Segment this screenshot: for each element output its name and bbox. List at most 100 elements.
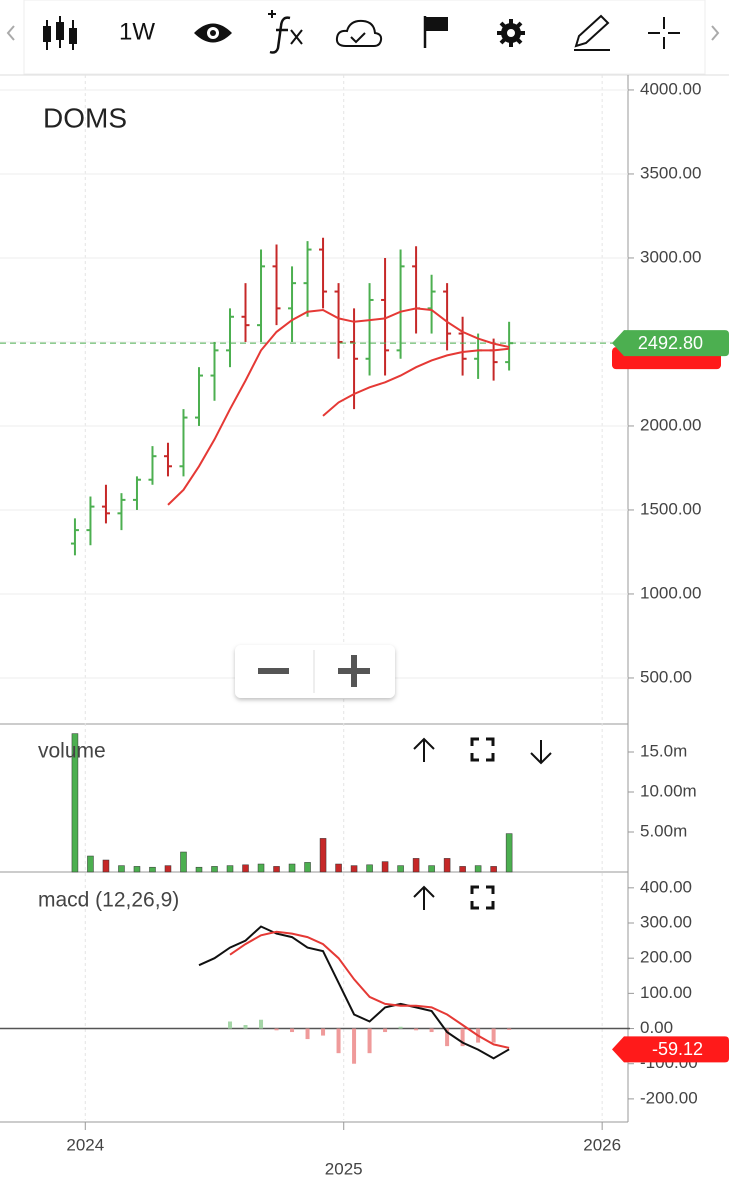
volume-bar [87,855,94,873]
histogram-bar [414,1028,419,1031]
y-tick-label: 3500.00 [640,163,701,182]
volume-bar [428,865,435,873]
maximize[interactable] [470,885,495,910]
scroll-left[interactable] [6,25,15,41]
pane-controls [413,737,552,910]
toolbar: 1W [6,0,720,75]
settings-button[interactable] [497,19,525,47]
y-tick-label: 10.00m [640,781,697,800]
volume-bar [474,865,482,873]
histogram-bar [243,1025,248,1029]
y-tick-label: -200.00 [640,1088,698,1107]
volume-bar [133,866,141,873]
y-tick-label: 200.00 [640,948,692,967]
volume-bar [381,861,389,873]
volume-bar [350,865,358,873]
y-tick-label: 3000.00 [640,247,701,266]
y-tick-label: 1000.00 [640,583,701,602]
last-price-label: 2492.80 [638,333,703,353]
volume-bar [412,858,420,873]
y-tick-label: 5.00m [640,821,687,840]
draw-button[interactable] [574,14,610,51]
volume-bar [443,858,451,873]
volume-bar [335,863,342,873]
indicator-line [229,930,510,1049]
volume-bar [257,863,265,873]
move-up[interactable] [413,737,435,762]
volume-bar [459,866,466,873]
histogram-bar [259,1019,264,1029]
y-tick-label: 15.0m [640,741,687,760]
volume-bar [149,866,156,873]
histogram-bar [274,1028,279,1031]
indicator-line [322,347,510,417]
volume-bar [366,864,373,873]
overlay: 2492.80 -59.12 [612,330,729,1063]
y-tick-label: 0.00 [640,1018,673,1037]
histogram-bar [445,1028,450,1047]
cloud-button[interactable] [335,19,383,47]
histogram-bar [507,1028,512,1030]
volume-bar [118,865,125,873]
histogram-bar [290,1028,295,1033]
macd-value-tag [612,1036,729,1063]
volume-bar [288,863,296,873]
y-tick-label: 400.00 [640,877,692,896]
volume-bar [195,866,203,873]
y-tick-label: 4000.00 [640,79,701,98]
indicator-line [198,925,510,1060]
maximize[interactable] [470,737,495,762]
histogram-bar [352,1028,357,1064]
volume-bar [211,866,218,873]
histogram-bar [305,1028,310,1040]
flag-button[interactable] [423,16,448,48]
histogram-bar [429,1028,434,1033]
crosshair-button[interactable] [648,17,680,49]
interval-button[interactable]: 1W [119,18,155,45]
symbol-title: DOMS [43,102,127,133]
histogram-bar [398,1026,403,1029]
x-tick-label: 2026 [583,1135,621,1154]
histogram-bar [321,1028,326,1036]
volume-bar [102,859,110,873]
move-down[interactable] [530,740,552,765]
last-price-tag [612,330,729,357]
volume-bar [304,862,311,873]
pane-title: macd (12,26,9) [38,889,179,912]
x-tick-label: 2024 [66,1135,104,1154]
volume-bar [180,851,187,873]
histogram-bar [491,1028,496,1043]
y-tick-label: 300.00 [640,912,692,931]
zoom-controls [235,645,395,698]
volume-bar [397,865,404,873]
histogram-bar [336,1028,341,1054]
indicator-line [167,307,510,506]
visibility-button[interactable] [194,23,232,43]
y-tick-label: 1500.00 [640,499,701,518]
chart-type-button[interactable] [43,16,77,50]
volume-bar [226,865,234,873]
histogram-bar [383,1028,388,1033]
histogram-bar [367,1028,372,1054]
volume-bar [71,733,79,873]
indicators-button[interactable] [268,10,303,54]
y-tick-label: 100.00 [640,983,692,1002]
volume-bar [490,866,497,873]
volume-bar [319,838,327,873]
macd-value-label: -59.12 [652,1039,703,1059]
pane-title: volume [38,740,106,763]
volume-bar [164,865,172,873]
scroll-right[interactable] [711,25,720,41]
y-tick-label: 2000.00 [640,415,701,434]
move-up[interactable] [413,885,435,910]
zoom-out[interactable] [258,668,289,674]
volume-bar [242,864,249,873]
zoom-in[interactable] [338,655,370,687]
volume-bar [505,833,513,873]
y-tick-label: 500.00 [640,667,692,686]
volume-bar [273,866,280,873]
x-tick-label: 2025 [325,1159,363,1178]
histogram-bar [228,1021,233,1029]
